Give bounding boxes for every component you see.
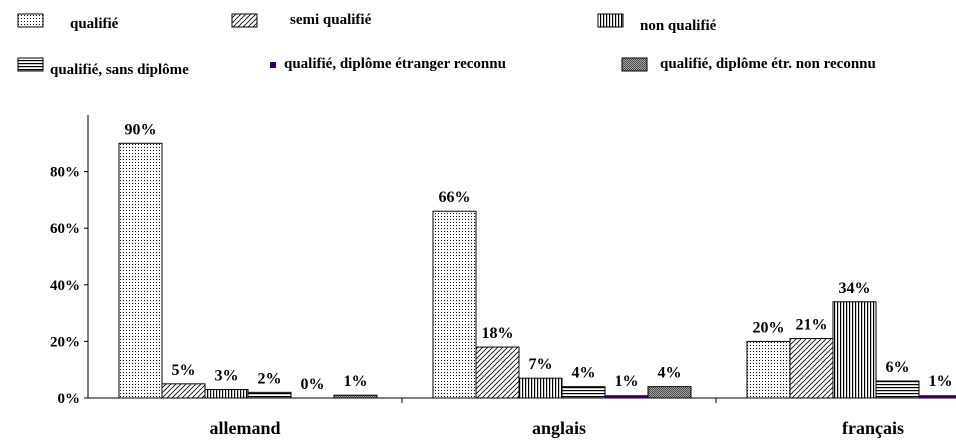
- bar: [919, 395, 956, 399]
- legend-swatch: [17, 57, 44, 72]
- data-label: 21%: [796, 317, 828, 334]
- data-label: 1%: [615, 373, 639, 390]
- bar: [875, 380, 920, 399]
- y-tick-label: 0%: [58, 391, 81, 407]
- legend-swatch: [270, 62, 276, 68]
- bar: [561, 386, 606, 399]
- data-label: 34%: [839, 280, 871, 297]
- data-label: 3%: [215, 368, 239, 385]
- bar: [605, 395, 648, 399]
- data-label: 4%: [572, 365, 596, 382]
- bar: [204, 389, 249, 399]
- bar: [118, 142, 163, 399]
- bar: [161, 383, 206, 399]
- y-tick-label: 40%: [50, 278, 80, 294]
- bar: [832, 301, 877, 399]
- legend-swatch: [597, 13, 624, 28]
- bar: [247, 391, 292, 399]
- x-tick-label: anglais: [532, 418, 586, 438]
- data-label: 4%: [658, 365, 682, 382]
- bar: [333, 394, 378, 399]
- x-tick-label: français: [842, 418, 904, 438]
- bar: [432, 210, 477, 399]
- data-label: 6%: [886, 359, 910, 376]
- data-label: 18%: [482, 325, 514, 342]
- data-label: 1%: [929, 373, 953, 390]
- data-label: 20%: [753, 319, 785, 336]
- bar: [475, 346, 520, 399]
- data-label: 66%: [439, 189, 471, 206]
- data-label: 1%: [344, 373, 368, 390]
- bar: [789, 338, 834, 399]
- data-label: 2%: [258, 370, 282, 387]
- bar: [647, 386, 692, 399]
- legend-label: qualifié, diplôme étranger reconnu: [284, 56, 506, 72]
- legend-swatch: [17, 13, 44, 28]
- data-label: 5%: [172, 362, 196, 379]
- data-label: 0%: [301, 376, 325, 393]
- legend-swatch: [621, 57, 648, 72]
- y-tick-label: 80%: [50, 165, 80, 181]
- legend-label: qualifié: [70, 16, 119, 32]
- legend-swatch: [231, 13, 258, 28]
- bar: [518, 377, 563, 399]
- data-label: 90%: [125, 121, 157, 138]
- y-tick-label: 60%: [50, 221, 80, 237]
- bar: [746, 340, 791, 399]
- data-label: 7%: [529, 356, 553, 373]
- legend-label: non qualifié: [640, 18, 717, 34]
- legend-label: qualifié, sans diplôme: [50, 62, 189, 78]
- x-tick-label: allemand: [209, 418, 280, 438]
- y-tick-label: 20%: [50, 334, 80, 350]
- legend-label: qualifié, diplôme étr. non reconnu: [660, 56, 876, 72]
- legend-label: semi qualifié: [290, 12, 372, 28]
